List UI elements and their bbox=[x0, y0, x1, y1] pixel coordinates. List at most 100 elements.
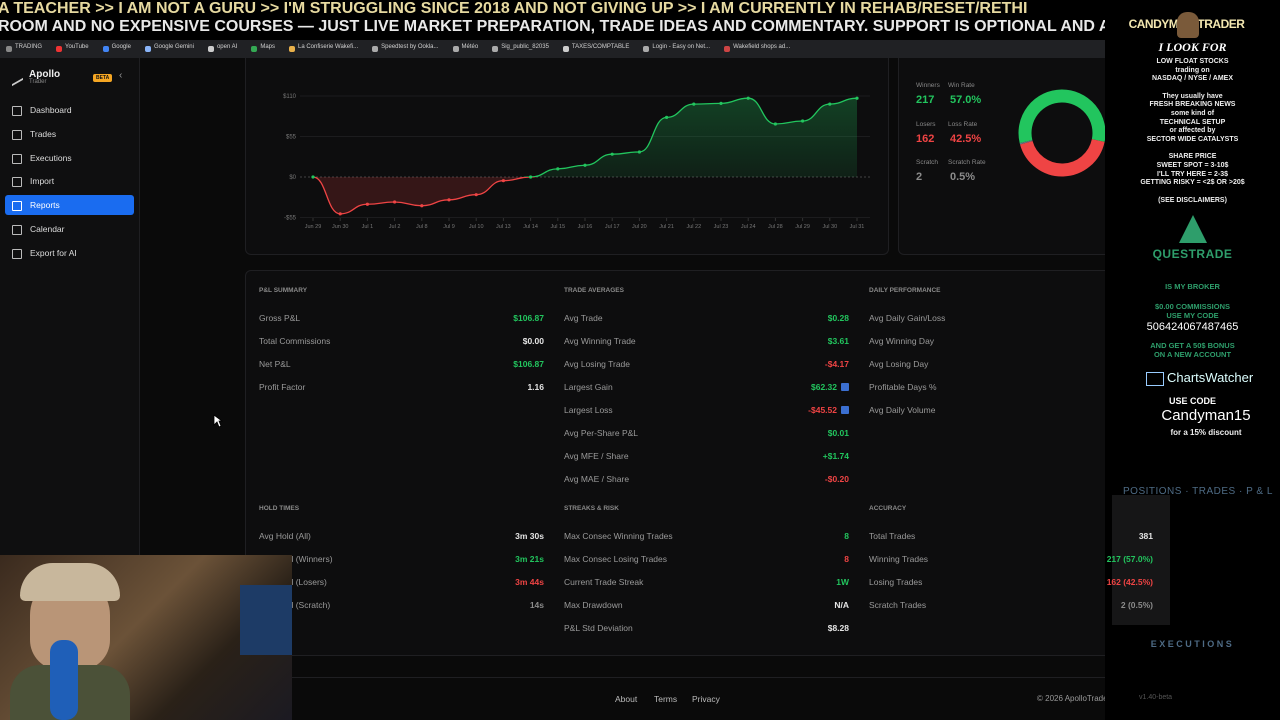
criteria-line: I'LL TRY HERE = 2-3$ bbox=[1157, 170, 1228, 178]
area-negative bbox=[313, 177, 857, 214]
bookmarks-bar: TRADING YouTube Google Google Gemini open AI… bbox=[0, 40, 1105, 58]
stat-value: 381 bbox=[1138, 531, 1153, 541]
point bbox=[828, 102, 832, 106]
stat-value: 2 (0.5%) bbox=[1120, 600, 1153, 610]
stat-label: Total Trades bbox=[869, 531, 916, 541]
criteria-line: FRESH BREAKING NEWS bbox=[1149, 101, 1236, 109]
stat-label: Profit Factor bbox=[259, 382, 306, 392]
stat-label: Avg Losing Trade bbox=[564, 359, 630, 369]
link-icon[interactable] bbox=[841, 383, 849, 391]
beta-badge: BETA bbox=[93, 74, 113, 82]
x-tick-label: Jul 16 bbox=[578, 224, 593, 230]
broker-line: $0.00 COMMISSIONS bbox=[1154, 302, 1231, 311]
link-icon[interactable] bbox=[841, 406, 849, 414]
point bbox=[365, 202, 369, 206]
nav-item[interactable]: Import bbox=[30, 176, 55, 187]
nav-item[interactable]: Calendar bbox=[30, 224, 65, 234]
section-title: P&L SUMMARY bbox=[259, 287, 308, 294]
brand-sub: Trader bbox=[29, 79, 47, 85]
bookmark[interactable]: Wakefield shops ad... bbox=[733, 44, 791, 50]
stat-value: $0.28 bbox=[827, 313, 849, 323]
bookmark[interactable]: open AI bbox=[216, 44, 238, 50]
broker-logo bbox=[1179, 215, 1207, 243]
broker-line: ON A NEW ACCOUNT bbox=[1153, 350, 1232, 359]
footer-link[interactable]: Terms bbox=[654, 694, 678, 704]
nav-icon bbox=[12, 153, 22, 164]
charts-use: USE CODE bbox=[1168, 396, 1216, 406]
stat-label: Avg MAE / Share bbox=[564, 474, 630, 484]
stat-label: Scratch bbox=[916, 159, 939, 166]
bookmark[interactable]: YouTube bbox=[65, 44, 89, 50]
stat-value: $3.61 bbox=[827, 336, 849, 346]
webcam-mic bbox=[50, 640, 78, 720]
footer-link[interactable]: Privacy bbox=[692, 694, 720, 704]
bookmark[interactable]: Météo bbox=[461, 44, 479, 50]
bookmark[interactable]: Google Gemini bbox=[153, 44, 194, 50]
stat-label: Gross P&L bbox=[259, 313, 301, 323]
stat-label: Loss Rate bbox=[948, 120, 978, 128]
section-title: STREAKS & RISK bbox=[564, 505, 619, 512]
collapse: ‹ bbox=[119, 70, 123, 81]
x-tick-label: Jun 29 bbox=[305, 224, 322, 230]
stat-label: Current Trade Streak bbox=[564, 577, 644, 587]
criteria-line: some kind of bbox=[1170, 110, 1215, 117]
stat-label: Avg Hold (Scratch) bbox=[259, 600, 331, 610]
stat-value: $62.32 bbox=[811, 382, 837, 392]
bookmark[interactable]: La Confiserie Wakefi... bbox=[298, 44, 359, 50]
criteria-line: trading on bbox=[1175, 66, 1210, 74]
x-tick-label: Jul 29 bbox=[795, 224, 810, 230]
nav-icon bbox=[12, 129, 22, 140]
bookmark[interactable]: Maps bbox=[260, 44, 275, 50]
bookmark[interactable]: Sig_public_82035 bbox=[501, 44, 549, 50]
charts-code: Candyman15 bbox=[1161, 407, 1251, 424]
tabs[interactable]: POSITIONS · TRADES · P & L bbox=[1123, 486, 1273, 497]
y-tick-label: $0 bbox=[289, 175, 296, 181]
point bbox=[610, 152, 614, 156]
broker-line: IS MY BROKER bbox=[1165, 282, 1220, 291]
accuracy-values: 381 217 (57.0%) 162 (42.5%) 2 (0.5%) bbox=[1105, 0, 1280, 720]
point bbox=[746, 96, 750, 100]
line-negative bbox=[312, 177, 537, 215]
nav-item[interactable]: Dashboard bbox=[30, 105, 72, 115]
stat-value: 0.5% bbox=[950, 171, 976, 183]
stat-label: Scratch Rate bbox=[948, 159, 986, 166]
bookmark-icon bbox=[452, 46, 459, 52]
stat-value: $0.01 bbox=[827, 428, 849, 438]
stat-label: Avg Winning Trade bbox=[564, 336, 636, 346]
x-tick-label: Jul 14 bbox=[523, 224, 538, 230]
stat-label: Net P&L bbox=[259, 359, 291, 369]
x-tick-label: Jul 10 bbox=[469, 224, 484, 230]
point bbox=[719, 101, 723, 105]
stat-value: 57.0% bbox=[950, 94, 982, 106]
nav-icon bbox=[12, 177, 22, 188]
y-tick-label: $55 bbox=[286, 135, 297, 141]
bookmark[interactable]: TAXES/COMPTABLE bbox=[571, 44, 630, 50]
bookmark[interactable]: Speedtest by Ookla... bbox=[381, 44, 439, 50]
executions: EXECUTIONS bbox=[1150, 639, 1235, 649]
stat-value: -$0.20 bbox=[824, 474, 849, 484]
nav-item[interactable]: Reports bbox=[30, 200, 60, 211]
nav-icon bbox=[12, 225, 22, 235]
donut-slice bbox=[1018, 89, 1105, 144]
broker: QUESTRADE bbox=[1152, 247, 1233, 261]
stat-label: Max Consec Winning Trades bbox=[564, 531, 673, 541]
bookmark-icon bbox=[643, 46, 650, 52]
x-tick-label: Jul 9 bbox=[443, 224, 455, 230]
x-tick-label: Jun 30 bbox=[332, 224, 349, 230]
stream-overlay: CANDYMAN TRADER I LOOK FOR LOW FLOAT STOCK… bbox=[1105, 0, 1280, 720]
broker-code: 506424067487465 bbox=[1146, 321, 1239, 333]
nav-item[interactable]: Export for AI bbox=[30, 247, 77, 258]
bookmark[interactable]: Google bbox=[111, 44, 131, 50]
stat-value: 162 (42.5%) bbox=[1106, 577, 1153, 587]
stat-value: 8 bbox=[844, 554, 849, 564]
content: Winners 217 Win Rate 57.0% Losers 162 Loss Rat… bbox=[259, 82, 1110, 704]
stat-value: $106.87 bbox=[513, 359, 544, 369]
criteria-line: LOW FLOAT STOCKS bbox=[1156, 58, 1229, 65]
stat-label: Avg Hold (All) bbox=[259, 531, 311, 541]
footer-link[interactable]: About bbox=[615, 694, 638, 704]
stat-label: P&L Std Deviation bbox=[564, 623, 633, 633]
nav-item[interactable]: Executions bbox=[30, 152, 72, 163]
bookmark[interactable]: TRADING bbox=[15, 44, 42, 50]
bookmark[interactable]: Login - Easy on Net... bbox=[652, 44, 711, 50]
nav-item[interactable]: Trades bbox=[30, 128, 57, 139]
